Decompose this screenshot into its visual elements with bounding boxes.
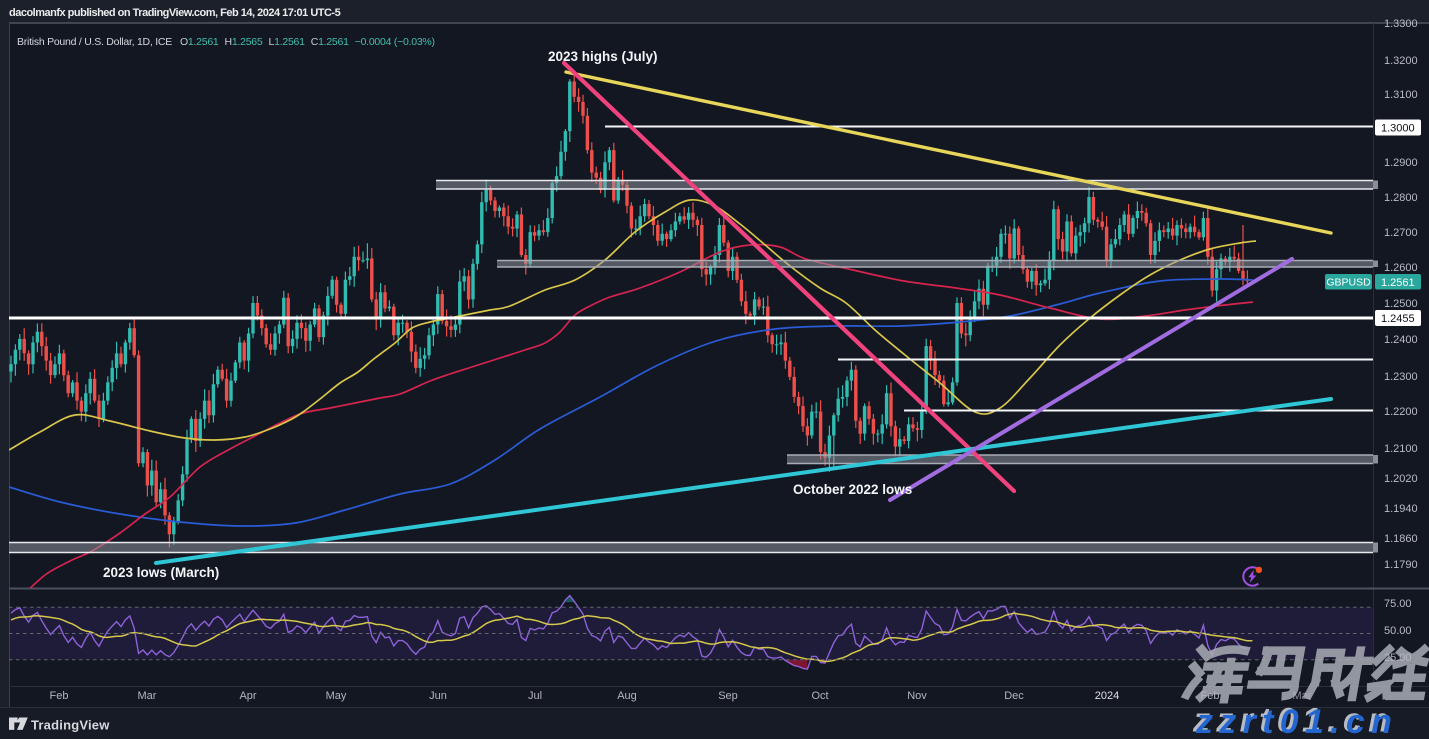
svg-text:75.00: 75.00	[1384, 598, 1412, 610]
svg-text:Apr: Apr	[239, 690, 256, 702]
svg-text:Oct: Oct	[811, 690, 828, 702]
svg-text:zzrt01.cn: zzrt01.cn	[1195, 703, 1398, 739]
svg-text:Mar: Mar	[138, 690, 157, 702]
svg-text:1.1790: 1.1790	[1384, 559, 1418, 571]
svg-text:1.3100: 1.3100	[1384, 89, 1418, 101]
svg-text:1.3200: 1.3200	[1384, 55, 1418, 67]
svg-text:Sep: Sep	[718, 690, 738, 702]
svg-text:Mar: Mar	[1293, 690, 1312, 702]
svg-text:1.1940: 1.1940	[1384, 503, 1418, 515]
svg-text:1.2700: 1.2700	[1384, 227, 1418, 239]
svg-text:1.2900: 1.2900	[1384, 157, 1418, 169]
svg-text:1.2800: 1.2800	[1384, 192, 1418, 204]
svg-text:Feb: Feb	[1201, 690, 1220, 702]
svg-text:TradingView: TradingView	[31, 718, 110, 733]
svg-text:50.00: 50.00	[1384, 625, 1412, 637]
svg-text:zzrt01.cn: zzrt01.cn	[1192, 702, 1395, 739]
svg-text:May: May	[326, 690, 347, 702]
svg-text:1.3000: 1.3000	[1381, 123, 1415, 135]
svg-text:1.2500: 1.2500	[1384, 298, 1418, 310]
svg-text:British Pound / U.S. Dollar, 1: British Pound / U.S. Dollar, 1D, ICE O1.2…	[17, 36, 435, 48]
svg-text:2023 highs (July): 2023 highs (July)	[548, 49, 658, 64]
svg-text:1.2100: 1.2100	[1384, 443, 1418, 455]
svg-text:1.2300: 1.2300	[1384, 371, 1418, 383]
svg-text:1.2600: 1.2600	[1384, 262, 1418, 274]
svg-text:Feb: Feb	[50, 690, 69, 702]
svg-text:dacolmanfx published on Tradin: dacolmanfx published on TradingView.com,…	[9, 7, 341, 19]
svg-text:October 2022 lows: October 2022 lows	[793, 482, 912, 497]
svg-text:1.2200: 1.2200	[1384, 406, 1418, 418]
svg-text:Aug: Aug	[617, 690, 637, 702]
svg-text:Dec: Dec	[1004, 690, 1024, 702]
svg-text:1.2561: 1.2561	[1381, 277, 1415, 289]
svg-text:1.2020: 1.2020	[1384, 473, 1418, 485]
svg-text:1.2455: 1.2455	[1381, 313, 1415, 325]
svg-text:GBPUSD: GBPUSD	[1326, 277, 1371, 289]
svg-text:2023 lows (March): 2023 lows (March)	[103, 565, 219, 580]
svg-text:Jun: Jun	[429, 690, 447, 702]
svg-text:Jul: Jul	[528, 690, 542, 702]
svg-text:Nov: Nov	[907, 690, 927, 702]
svg-text:1.3300: 1.3300	[1384, 18, 1418, 30]
svg-text:25.00: 25.00	[1384, 652, 1412, 664]
svg-text:1.1860: 1.1860	[1384, 533, 1418, 545]
svg-text:2024: 2024	[1095, 690, 1119, 702]
svg-text:1.2400: 1.2400	[1384, 334, 1418, 346]
